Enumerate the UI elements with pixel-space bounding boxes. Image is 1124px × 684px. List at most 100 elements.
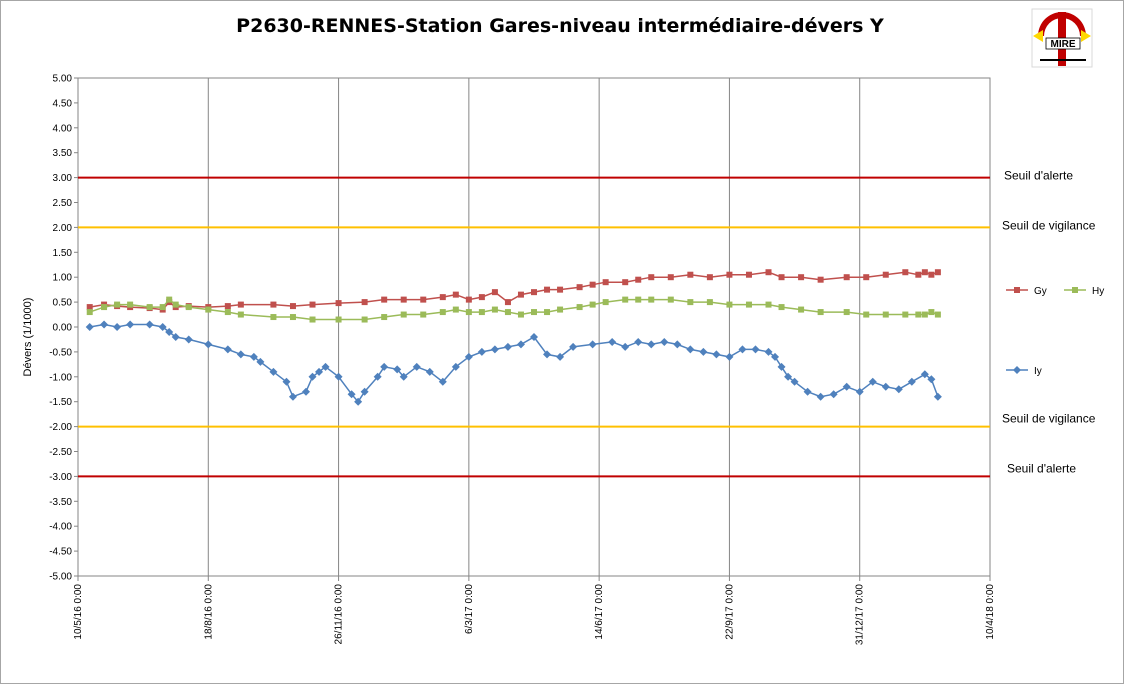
data-point-hy (706, 299, 713, 306)
data-point-iy (868, 377, 877, 386)
data-point-gy (439, 294, 446, 301)
data-point-gy (934, 269, 941, 276)
data-point-hy (361, 316, 368, 323)
data-point-iy (100, 320, 109, 329)
x-tick-label: 26/11/16 0:00 (334, 584, 345, 645)
data-point-hy (902, 311, 909, 318)
data-point-hy (778, 304, 785, 311)
data-point-hy (921, 311, 928, 318)
data-point-iy (556, 352, 565, 361)
data-point-gy (452, 291, 459, 298)
x-tick-label: 18/8/16 0:00 (203, 584, 214, 640)
data-point-iy (621, 342, 630, 351)
x-tick-label: 10/4/18 0:00 (985, 584, 996, 640)
data-point-hy (335, 316, 342, 323)
data-point-hy (863, 311, 870, 318)
data-point-iy (725, 352, 734, 361)
data-point-gy (361, 299, 368, 306)
data-point-iy (334, 372, 343, 381)
data-point-hy (420, 311, 427, 318)
data-point-gy (289, 303, 296, 310)
data-point-gy (687, 271, 694, 278)
series-iy (85, 320, 942, 406)
y-tick-label: -1.00 (49, 372, 72, 383)
threshold-label: Seuil d'alerte (1004, 169, 1073, 183)
data-point-iy (171, 332, 180, 341)
legend-item-iy: Iy (1006, 366, 1042, 377)
data-point-gy (400, 296, 407, 303)
data-point-iy (842, 382, 851, 391)
data-point-iy (907, 377, 916, 386)
data-point-iy (204, 340, 213, 349)
data-point-gy (465, 296, 472, 303)
data-point-hy (798, 306, 805, 313)
data-point-hy (934, 311, 941, 318)
data-point-hy (172, 301, 179, 308)
data-point-hy (237, 311, 244, 318)
data-point-iy (85, 323, 94, 331)
threshold-label: Seuil de vigilance (1002, 218, 1096, 232)
y-tick-label: 3.50 (53, 148, 73, 159)
y-tick-label: 5.00 (53, 74, 73, 85)
data-point-iy (249, 352, 258, 361)
data-point-iy (516, 340, 525, 349)
data-point-iy (764, 347, 773, 356)
data-point-gy (765, 269, 772, 276)
data-point-hy (635, 296, 642, 303)
data-point-iy (223, 345, 232, 354)
series-layer (85, 269, 942, 406)
data-point-hy (146, 304, 153, 311)
y-tick-label: 0.00 (53, 323, 73, 334)
x-tick-label: 31/12/17 0:00 (855, 584, 866, 646)
y-tick-label: -4.50 (49, 547, 72, 558)
data-point-iy (660, 337, 669, 346)
data-point-hy (928, 309, 935, 316)
data-point-hy (381, 314, 388, 321)
data-point-iy (933, 392, 942, 401)
x-tick-label: 6/3/17 0:00 (464, 584, 475, 634)
data-point-hy (504, 309, 511, 316)
x-tick-label: 14/6/17 0:00 (594, 584, 605, 640)
data-point-iy (393, 365, 402, 374)
y-tick-label: 1.00 (53, 273, 73, 284)
data-point-iy (543, 350, 552, 359)
data-point-iy (920, 370, 929, 379)
data-point-hy (205, 306, 212, 313)
data-point-iy (360, 387, 369, 396)
data-point-hy (726, 301, 733, 308)
data-point-gy (224, 303, 231, 310)
data-point-gy (544, 286, 551, 293)
data-point-hy (765, 301, 772, 308)
data-point-iy (751, 345, 760, 354)
data-point-hy (452, 306, 459, 313)
data-point-iy (569, 342, 578, 351)
y-tick-label: -5.00 (49, 572, 72, 583)
data-point-hy (602, 299, 609, 306)
series-line-gy (89, 271, 939, 311)
y-tick-label: -0.50 (49, 347, 72, 358)
data-point-iy (354, 397, 363, 406)
data-point-iy (126, 320, 135, 329)
data-point-iy (738, 345, 747, 354)
data-point-gy (706, 274, 713, 281)
data-point-hy (185, 304, 192, 311)
data-point-hy (478, 309, 485, 316)
data-point-hy (622, 296, 629, 303)
data-point-iy (634, 337, 643, 346)
data-point-hy (667, 296, 674, 303)
data-point-hy (882, 311, 889, 318)
y-axis-label: Dévers (1/1000) (22, 298, 34, 377)
data-point-iy (464, 352, 473, 361)
legend-item-hy: Hy (1064, 286, 1104, 297)
data-point-gy (531, 289, 537, 296)
data-point-iy (712, 350, 721, 359)
y-tick-label: -2.00 (49, 422, 72, 433)
data-point-hy (309, 316, 316, 323)
data-point-gy (589, 281, 596, 288)
data-point-gy (882, 271, 889, 278)
data-point-gy (902, 269, 909, 276)
threshold-lines: Seuil d'alerte Seuil de vigilance Seuil de… (78, 169, 1096, 478)
data-point-iy (803, 387, 812, 396)
data-point-gy (86, 304, 93, 311)
data-point-iy (881, 382, 890, 391)
